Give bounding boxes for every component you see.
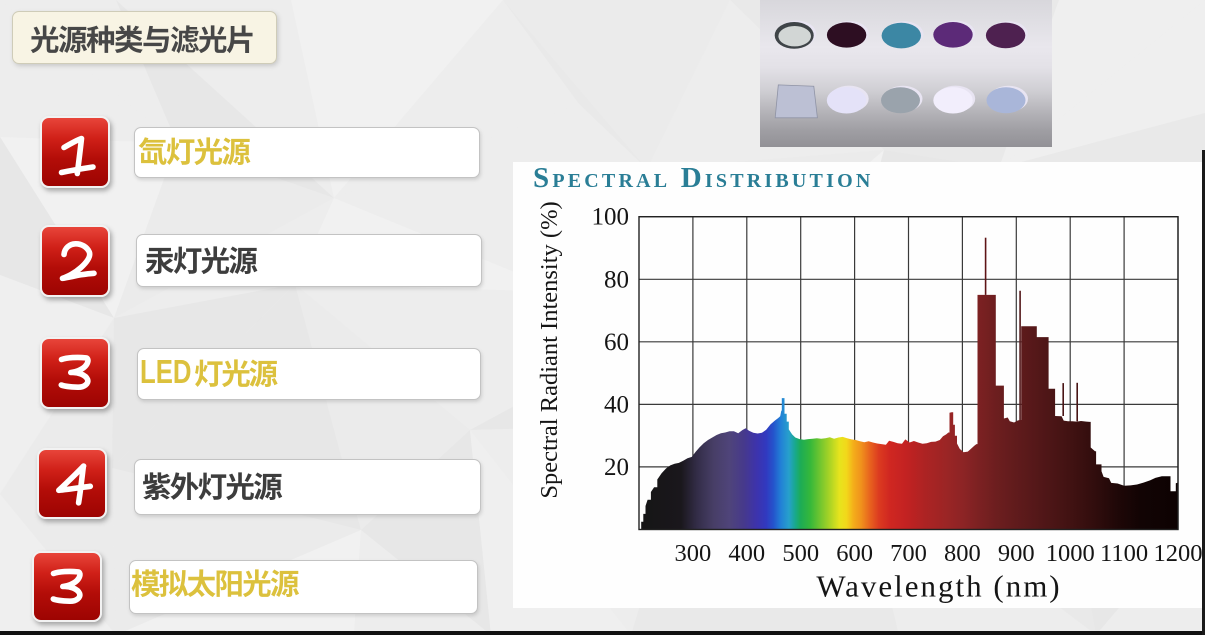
- svg-text:400: 400: [728, 540, 765, 567]
- svg-text:Spectral Radiant Intensity (%): Spectral Radiant Intensity (%): [536, 201, 563, 498]
- svg-text:80: 80: [604, 266, 629, 293]
- svg-text:900: 900: [998, 540, 1035, 567]
- svg-text:100: 100: [592, 204, 630, 231]
- svg-text:600: 600: [836, 540, 873, 567]
- svg-text:1100: 1100: [1100, 540, 1148, 567]
- svg-text:700: 700: [890, 540, 927, 567]
- svg-text:500: 500: [782, 540, 819, 567]
- svg-text:300: 300: [675, 540, 712, 567]
- svg-text:60: 60: [604, 329, 629, 356]
- svg-text:Wavelength (nm): Wavelength (nm): [816, 569, 1061, 604]
- svg-text:40: 40: [604, 391, 629, 418]
- svg-text:1000: 1000: [1046, 540, 1095, 567]
- svg-text:Spectral Distribution: Spectral Distribution: [533, 162, 873, 194]
- svg-text:20: 20: [604, 454, 629, 481]
- svg-text:800: 800: [944, 540, 981, 567]
- svg-text:1200: 1200: [1154, 540, 1203, 567]
